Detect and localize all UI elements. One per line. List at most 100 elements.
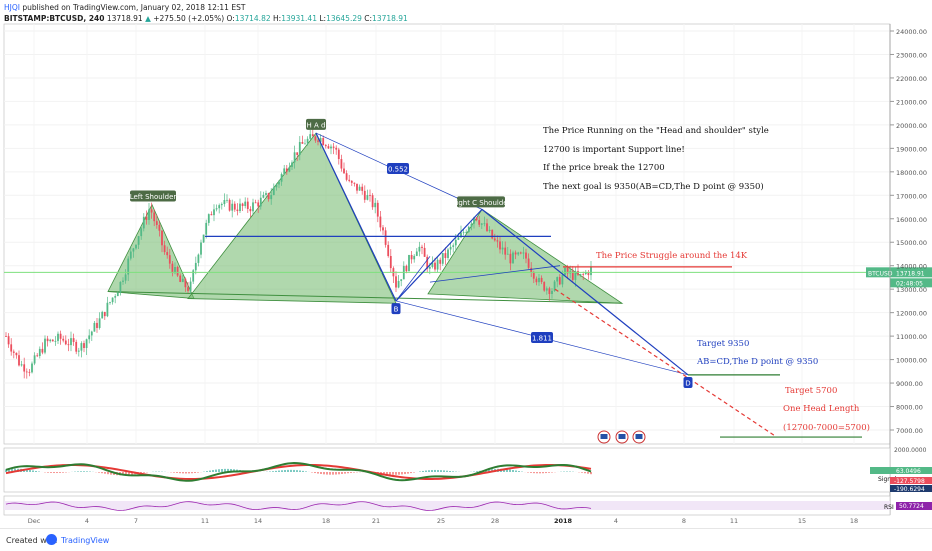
candle-body — [480, 223, 483, 225]
candle-body — [189, 281, 192, 291]
candle-body — [49, 339, 52, 342]
close-label: C: — [364, 14, 373, 23]
x-tick-label: Dec — [28, 517, 41, 525]
macd-line — [5, 462, 592, 482]
tradingview-brand[interactable]: TradingView — [61, 536, 110, 545]
candle-body — [77, 350, 80, 352]
candle-body — [306, 138, 309, 144]
published-line: HJQI published on TradingView.com, Janua… — [4, 3, 245, 12]
candle-body — [473, 217, 475, 224]
high-value: 13931.41 — [281, 14, 317, 23]
up-arrow-icon: ▲ — [145, 14, 151, 23]
publisher-name[interactable]: HJQI — [4, 3, 20, 12]
y-tick-label: 16000.00 — [896, 216, 927, 224]
candle-body — [540, 277, 543, 283]
candle-body — [324, 145, 327, 147]
rsi-value-bg — [896, 502, 932, 510]
y-tick-label: 18000.00 — [896, 169, 927, 177]
candle-body — [564, 267, 566, 276]
candle-body — [67, 344, 70, 346]
candle-body — [259, 197, 262, 207]
candle-body — [28, 371, 31, 373]
candle-body — [75, 341, 78, 352]
candle-body — [314, 136, 317, 141]
x-tick-label: 7 — [134, 517, 138, 525]
rsi-line — [5, 501, 592, 511]
y-tick-label: 13000.00 — [896, 286, 927, 294]
candle-body — [478, 220, 481, 225]
candle-body — [7, 336, 10, 345]
candle-body — [142, 216, 145, 229]
candle-body — [418, 246, 421, 252]
signal-value-bg — [890, 477, 932, 484]
candle-body — [340, 159, 343, 169]
candle-body — [280, 174, 283, 182]
candle-body — [202, 234, 205, 243]
signal-value: -127.5798 — [894, 478, 925, 485]
y-tick-label: 11000.00 — [896, 333, 927, 341]
y-tick-label: 22000.00 — [896, 75, 927, 83]
candle-body — [361, 186, 364, 191]
candle-body — [501, 247, 504, 250]
head-label: H A d — [307, 121, 326, 129]
candle-body — [301, 142, 304, 144]
candle-body — [543, 282, 546, 291]
macd-signal-line — [5, 463, 592, 480]
candle-body — [535, 278, 538, 283]
y-tick-label: 10000.00 — [896, 357, 927, 365]
candle-body — [272, 187, 275, 195]
macd-signal-label: Signal — [878, 476, 897, 483]
candle-body — [262, 194, 265, 198]
open-label: O: — [226, 14, 235, 23]
price-chart[interactable]: Left Shoulder H A d Right C Shoulder B D 0.55… — [0, 0, 932, 528]
candle-body — [330, 146, 332, 149]
left-shoulder-label-bg — [130, 190, 176, 202]
leg-cd — [481, 208, 689, 376]
low-value: 13645.29 — [326, 14, 362, 23]
candle-body — [218, 205, 221, 209]
candle-body — [587, 272, 590, 276]
candle-body — [493, 238, 496, 241]
macd-pane — [3, 447, 891, 493]
candle-body — [293, 152, 296, 163]
candle-body — [408, 254, 410, 272]
candle-body — [491, 229, 494, 239]
rsi-label: RSI — [884, 504, 894, 511]
b-point-label-bg — [391, 303, 401, 315]
candle-body — [283, 168, 286, 175]
candle-body — [93, 322, 96, 332]
candle-body — [444, 253, 447, 258]
x-tick-label: 28 — [491, 517, 499, 525]
candle-body — [335, 147, 338, 150]
candle-body — [457, 237, 460, 240]
candle-body — [207, 214, 210, 223]
candle-body — [579, 273, 582, 275]
high-label: H: — [273, 14, 282, 23]
candle-body — [311, 134, 314, 137]
candle-body — [371, 195, 374, 208]
candle-body — [574, 270, 577, 280]
candle-body — [103, 311, 106, 317]
last-price: 13718.91 — [106, 14, 143, 23]
event-flag-icon — [635, 434, 643, 439]
left-shoulder-label: Left Shoulder — [130, 193, 177, 201]
candle-body — [428, 266, 431, 269]
candle-body — [150, 209, 153, 213]
candle-body — [181, 278, 184, 282]
candle-body — [88, 335, 91, 340]
note-line: The next goal is 9350(AB=CD,The D point … — [543, 181, 764, 192]
candle-body — [397, 280, 400, 288]
price-axis-timer: 02:48:05 — [896, 280, 923, 287]
x-tick-label: 25 — [437, 517, 445, 525]
x-tick-label: 14 — [254, 517, 262, 525]
candle-body — [124, 274, 127, 281]
candle-body — [395, 276, 397, 288]
candle-body — [241, 203, 244, 207]
candle-body — [332, 146, 335, 148]
candle-body — [83, 343, 85, 349]
candle-body — [80, 343, 83, 351]
candle-body — [132, 248, 135, 252]
x-tick-label: 18 — [850, 517, 858, 525]
candle-body — [20, 364, 23, 366]
fib-ratio-2-bg — [531, 331, 553, 343]
